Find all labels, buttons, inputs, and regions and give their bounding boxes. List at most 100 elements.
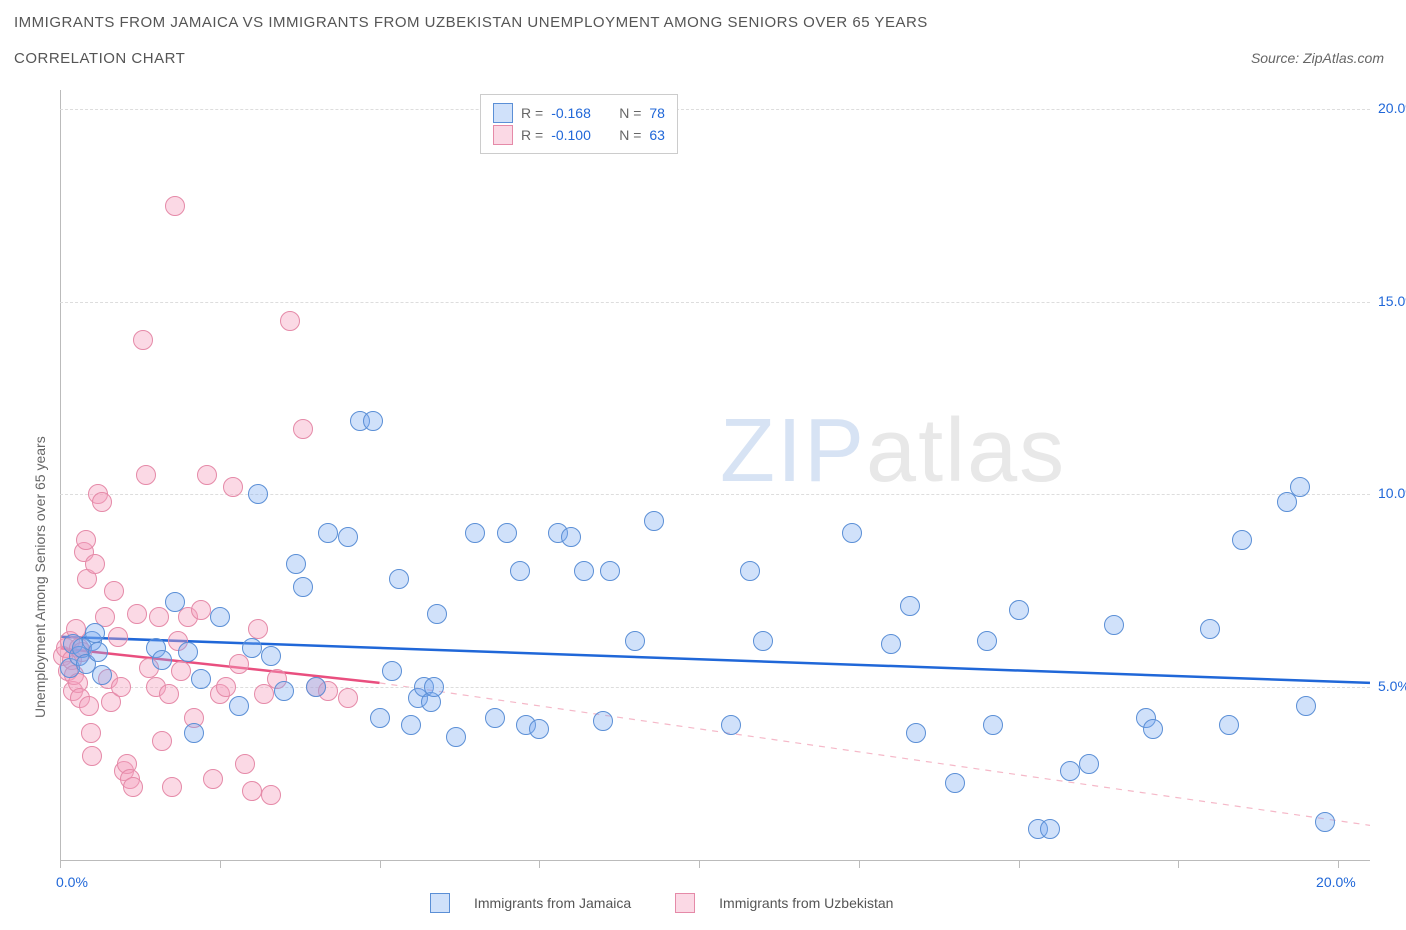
data-point [382,661,402,681]
data-point [293,577,313,597]
data-point [178,642,198,662]
x-tick-label: 20.0% [1316,874,1356,890]
data-point [136,465,156,485]
data-point [85,554,105,574]
x-tick [539,860,540,868]
gridline [60,109,1370,110]
data-point [1104,615,1124,635]
legend-N-label: N = [619,127,641,143]
x-tick [60,860,61,868]
data-point [561,527,581,547]
data-point [1060,761,1080,781]
data-point [184,723,204,743]
data-point [235,754,255,774]
swatch-jamaica [430,893,450,913]
legend-swatch [493,103,513,123]
data-point [977,631,997,651]
data-point [92,665,112,685]
data-point [625,631,645,651]
data-point [338,688,358,708]
data-point [401,715,421,735]
data-point [529,719,549,739]
scatter-plot: ZIPatlas [60,90,1370,860]
data-point [286,554,306,574]
data-point [593,711,613,731]
data-point [497,523,517,543]
legend-R-value: -0.100 [551,127,611,143]
data-point [1040,819,1060,839]
data-point [248,484,268,504]
x-axis-line [60,860,1370,861]
data-point [881,634,901,654]
data-point [261,785,281,805]
data-point [92,492,112,512]
gridline [60,302,1370,303]
data-point [1219,715,1239,735]
data-point [906,723,926,743]
data-point [223,477,243,497]
data-point [216,677,236,697]
data-point [1143,719,1163,739]
y-axis-line [60,90,61,860]
watermark: ZIPatlas [720,400,1066,503]
data-point [76,530,96,550]
y-axis-label: Unemployment Among Seniors over 65 years [32,436,48,718]
data-point [600,561,620,581]
x-tick-label: 0.0% [56,874,88,890]
data-point [389,569,409,589]
data-point [318,523,338,543]
data-point [983,715,1003,735]
data-point [293,419,313,439]
data-point [1296,696,1316,716]
data-point [152,650,172,670]
data-point [427,604,447,624]
data-point [123,777,143,797]
x-tick [1178,860,1179,868]
data-point [149,607,169,627]
x-tick [699,860,700,868]
data-point [104,581,124,601]
data-point [133,330,153,350]
data-point [127,604,147,624]
data-point [152,731,172,751]
data-point [165,592,185,612]
data-point [229,696,249,716]
legend-label-uzbekistan: Immigrants from Uzbekistan [719,895,893,911]
data-point [721,715,741,735]
chart-title-1: IMMIGRANTS FROM JAMAICA VS IMMIGRANTS FR… [14,14,928,31]
legend-R-label: R = [521,105,543,121]
data-point [108,627,128,647]
data-point [740,561,760,581]
legend-R-value: -0.168 [551,105,611,121]
data-point [753,631,773,651]
legend-N-label: N = [619,105,641,121]
data-point [88,642,108,662]
legend-label-jamaica: Immigrants from Jamaica [474,895,631,911]
y-tick-label: 10.0% [1378,485,1406,501]
x-tick [1019,860,1020,868]
data-point [165,196,185,216]
data-point [248,619,268,639]
x-tick [380,860,381,868]
legend-swatch [493,125,513,145]
data-point [159,684,179,704]
data-point [370,708,390,728]
data-point [338,527,358,547]
data-point [1290,477,1310,497]
swatch-uzbekistan [675,893,695,913]
watermark-zip: ZIP [720,401,866,501]
source-label: Source: ZipAtlas.com [1251,50,1384,66]
data-point [162,777,182,797]
x-tick [1338,860,1339,868]
legend-N-value: 78 [649,105,665,121]
legend-row: R =-0.100N =63 [493,125,665,145]
data-point [191,600,211,620]
data-point [261,646,281,666]
data-point [510,561,530,581]
data-point [242,781,262,801]
correlation-legend: R =-0.168N =78R =-0.100N =63 [480,94,678,154]
data-point [945,773,965,793]
x-tick [220,860,221,868]
data-point [644,511,664,531]
y-tick-label: 5.0% [1378,678,1406,694]
